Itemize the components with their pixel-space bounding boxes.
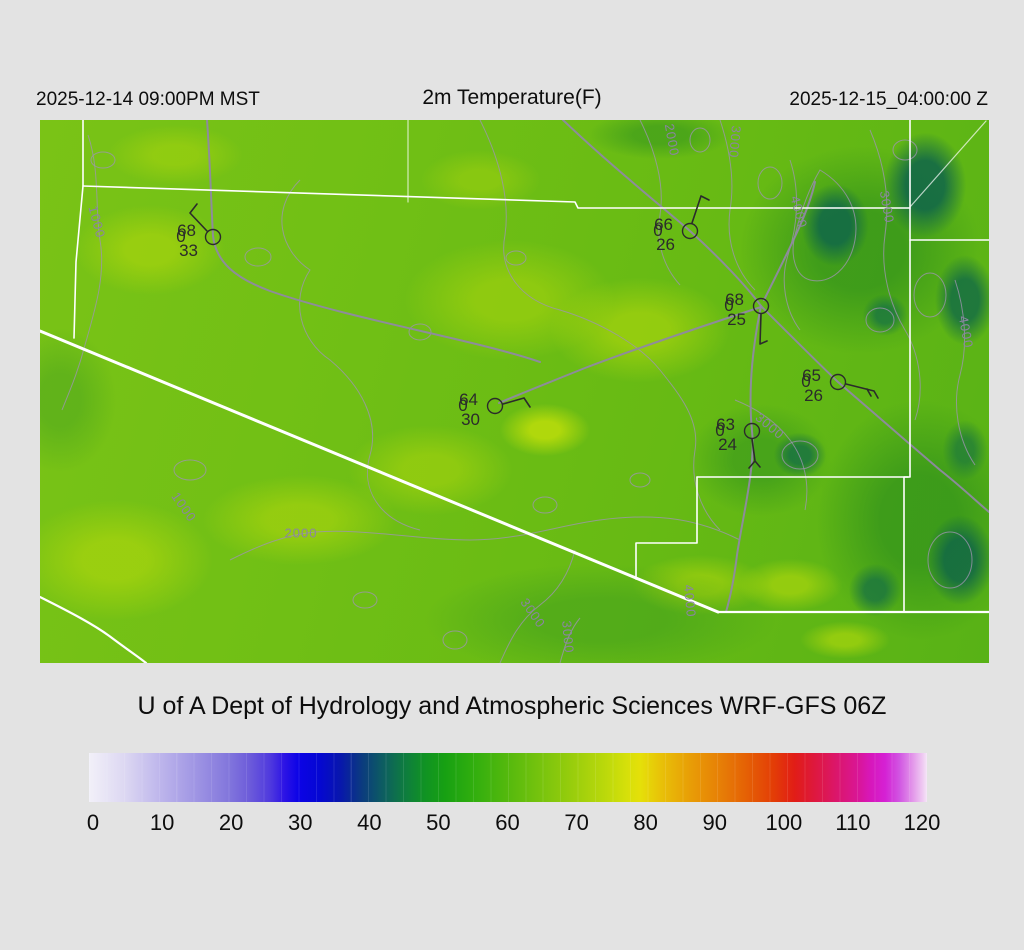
station-mid-value: 0: [801, 372, 810, 391]
station-circle: [681, 222, 699, 240]
station-temperature: 68: [725, 290, 744, 309]
colorbar-tick-label: 100: [765, 810, 803, 835]
station-temperature: 66: [654, 215, 673, 234]
station-temperature: 64: [459, 390, 478, 409]
colorbar-tick-label: 80: [633, 810, 658, 835]
station-mid-value: 0: [724, 296, 733, 315]
station-dewpoint: 33: [179, 241, 198, 260]
colorbar-tick-label: 90: [702, 810, 727, 835]
station-mid-value: 0: [653, 221, 662, 240]
station-mid-value: 0: [715, 421, 724, 440]
contour-elevation-label: 4000: [681, 583, 699, 619]
colorbar-tick-label: 30: [288, 810, 313, 835]
station-circle: [486, 397, 504, 415]
colorbar-step-banding: [89, 753, 927, 802]
colorbar-tick-label: 50: [426, 810, 451, 835]
station-mid-value: 0: [176, 227, 185, 246]
station-dewpoint: 30: [461, 410, 480, 429]
colorbar-tick-label: 70: [564, 810, 589, 835]
station-circle: [204, 228, 222, 246]
contour-elevation-label: 2000: [284, 525, 318, 541]
station-dewpoint: 24: [718, 435, 737, 454]
colorbar-tick-label: 0: [86, 810, 100, 835]
colorbar-tick-label: 10: [149, 810, 175, 835]
wind-barb: [845, 383, 879, 399]
colorbar-tick-label: 40: [357, 810, 382, 835]
wind-barb: [189, 203, 208, 232]
contour-elevation-label: 3000: [726, 124, 744, 160]
station-dewpoint: 26: [656, 235, 675, 254]
colorbar-gradient: [89, 753, 927, 802]
wind-barb: [691, 195, 710, 224]
wind-barb: [748, 438, 761, 469]
colorbar-tick-label: 20: [218, 810, 244, 835]
station-mid-value: 0: [458, 396, 467, 415]
weather-map: 68 0 33 66 0 26 68 0 25 64 0 30 63 0 24 65 0 26 1000 1000 2…: [40, 120, 989, 663]
road-lines: [206, 120, 989, 613]
county-borders: [40, 120, 989, 663]
valid-time-local: 2025-12-14 09:00PM MST: [36, 89, 260, 110]
wind-barb: [502, 397, 531, 408]
wind-barb: [759, 313, 768, 345]
caption: U of A Dept of Hydrology and Atmospheric…: [137, 692, 887, 720]
station-dewpoint: 25: [727, 310, 746, 329]
station-temperature: 68: [177, 221, 196, 240]
colorbar-tick-label: 110: [835, 810, 871, 835]
colorbar-tick-label: 60: [495, 810, 520, 835]
station-circle: [829, 373, 847, 391]
station-dewpoint: 26: [804, 386, 823, 405]
map-title: 2m Temperature(F): [422, 86, 602, 109]
colorbar-tick-labels: 0 10 20 30 40 50 60 70 80 90 100 110 120: [86, 810, 940, 840]
temperature-colorbar: [89, 753, 927, 802]
contour-lines: [61, 120, 976, 663]
valid-time-utc: 2025-12-15_04:00:00 Z: [789, 89, 988, 110]
station-temperature: 65: [802, 366, 821, 385]
contour-elevation-label: 3000: [559, 619, 577, 655]
colorbar-tick-label: 120: [903, 810, 941, 835]
station-temperature: 63: [716, 415, 735, 434]
